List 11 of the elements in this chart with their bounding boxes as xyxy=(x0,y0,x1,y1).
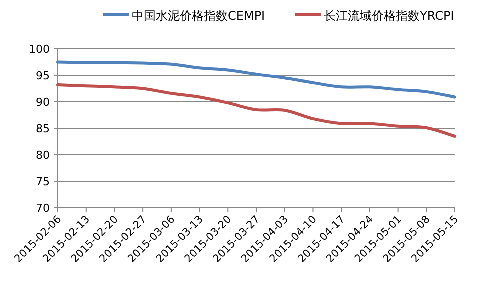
y-tick-label: 95 xyxy=(36,70,50,82)
y-tick-label: 90 xyxy=(36,96,50,109)
line-series xyxy=(56,84,456,138)
legend-label: 长江流域价格指数YRCPI xyxy=(324,9,454,23)
legend-label: 中国水泥价格指数CEMPI xyxy=(132,9,266,23)
line-series xyxy=(56,60,456,99)
y-tick-label: 70 xyxy=(36,202,50,215)
y-tick-label: 75 xyxy=(36,176,50,188)
y-tick-label: 85 xyxy=(36,122,50,136)
y-tick-label: 80 xyxy=(36,149,50,162)
y-tick-label: 100 xyxy=(29,43,50,56)
